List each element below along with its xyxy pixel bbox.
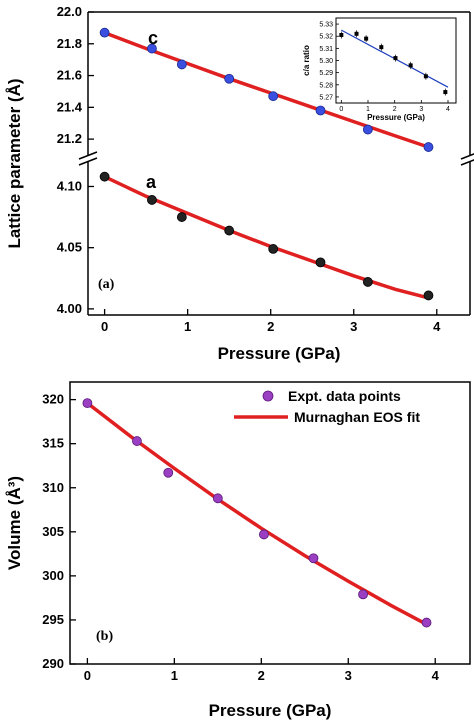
inset-x-axis-label: Pressure (GPa): [367, 113, 425, 122]
y-tick-label: 300: [42, 568, 64, 583]
y-axis-label: Lattice parameter (Å): [5, 78, 24, 248]
data-point-a: [423, 290, 434, 301]
y-tick-label-lower: 4.00: [57, 301, 82, 316]
legend-label-fit: Murnaghan EOS fit: [294, 409, 420, 425]
y-tick-label-upper: 21.2: [57, 131, 82, 146]
data-point-a: [99, 171, 110, 182]
data-point-c: [362, 124, 373, 135]
x-tick-label: 1: [171, 668, 178, 683]
data-point-volume: [358, 589, 368, 600]
data-point-c: [99, 27, 110, 38]
x-tick-label: 4: [432, 668, 440, 683]
inset-y-tick-label: 5.30: [319, 58, 333, 65]
data-point-a: [362, 277, 373, 287]
y-tick-label: 295: [42, 612, 64, 627]
panel-a: 0 1 2 3 4 21.2 21.4 21.6 21.8 22.0 4.00 4.05 4.10 Pre…: [5, 4, 474, 363]
y-tick-label: 315: [42, 436, 64, 451]
x-tick-label: 1: [184, 319, 191, 334]
axis-break-right-lower: [460, 159, 474, 166]
fit-line-volume: [86, 401, 428, 626]
data-point-a: [147, 195, 157, 205]
y-tick-label: 290: [42, 656, 64, 671]
x-tick-label: 3: [350, 319, 357, 334]
data-point-c: [315, 105, 326, 116]
data-point-volume: [308, 553, 319, 564]
inset-y-axis-label: c/a ratio: [302, 45, 311, 76]
curve-label-c: c: [148, 28, 158, 48]
inset-x-tick-label: 0: [339, 106, 343, 113]
y-tick-label-lower: 4.10: [57, 178, 82, 193]
legend-label-points: Expt. data points: [288, 388, 401, 404]
panel-b: 0 1 2 3 4 290 295 300 305 310 315 320 Pressure (GPa)…: [5, 381, 471, 720]
data-point-volume: [259, 529, 269, 540]
data-point-c: [423, 142, 434, 152]
data-point-a: [315, 257, 326, 268]
data-point-c: [224, 73, 235, 84]
x-tick-label: 2: [267, 319, 274, 334]
inset-x-tick-label: 3: [419, 106, 423, 113]
data-point-a: [268, 244, 279, 254]
y-tick-label: 310: [42, 480, 64, 495]
inset-y-tick-label: 5.32: [319, 34, 333, 41]
inset-data-point: [423, 74, 428, 79]
x-tick-label: 4: [433, 319, 441, 334]
data-point-volume: [132, 436, 142, 446]
y-tick-label-upper: 21.4: [57, 99, 83, 114]
x-axis-label: Pressure (GPa): [218, 344, 341, 363]
curve-label-a: a: [146, 172, 157, 192]
data-point-c: [147, 43, 157, 54]
data-point-c: [176, 59, 187, 70]
axis-break-left-upper: [78, 151, 98, 160]
inset-data-point: [354, 31, 359, 36]
data-point-a: [176, 212, 187, 222]
data-point-volume: [212, 493, 223, 504]
inset-y-tick-label: 5.29: [319, 70, 333, 77]
inset-data-point: [339, 33, 344, 37]
data-point-volume: [421, 617, 432, 628]
x-tick-label: 3: [345, 668, 352, 683]
fit-line-a: [103, 175, 429, 300]
panel-label-b: (b): [96, 629, 113, 644]
x-axis-label: Pressure (GPa): [209, 701, 332, 720]
y-tick-label-lower: 4.05: [57, 240, 82, 255]
y-tick-label: 305: [42, 524, 64, 539]
inset-x-tick-label: 2: [393, 106, 397, 113]
x-tick-label: 2: [258, 668, 265, 683]
data-point-c: [268, 91, 279, 102]
inset-x-tick-label: 1: [366, 106, 370, 113]
data-point-volume: [82, 398, 93, 409]
inset-data-point: [364, 36, 369, 41]
x-tick-label: 0: [84, 668, 91, 683]
inset-y-tick-label: 5.33: [319, 22, 333, 29]
legend-marker-points: [262, 390, 274, 402]
inset-y-tick-label: 5.31: [319, 46, 333, 53]
y-tick-label-upper: 21.8: [57, 36, 82, 51]
inset-data-point: [393, 56, 398, 61]
inset-data-point: [443, 90, 448, 95]
y-tick-label-upper: 21.6: [57, 68, 82, 83]
y-tick-label: 320: [42, 392, 64, 407]
inset-y-tick-label: 5.28: [319, 82, 333, 89]
y-tick-label-upper: 22.0: [57, 4, 82, 19]
plot-frame: [69, 381, 471, 665]
axis-break-right-upper: [460, 153, 474, 160]
panel-label-a: (a): [98, 277, 115, 292]
inset-frame: [335, 17, 457, 104]
axis-break-left-lower: [78, 157, 98, 166]
data-point-a: [224, 225, 235, 236]
x-tick-label: 0: [101, 319, 108, 334]
inset-data-point: [379, 45, 384, 50]
data-point-volume: [163, 467, 174, 478]
y-axis-label: Volume (Å³): [5, 476, 24, 570]
inset-x-tick-label: 4: [446, 106, 450, 113]
inset-y-tick-label: 5.27: [319, 94, 333, 101]
inset-data-point: [408, 63, 413, 68]
